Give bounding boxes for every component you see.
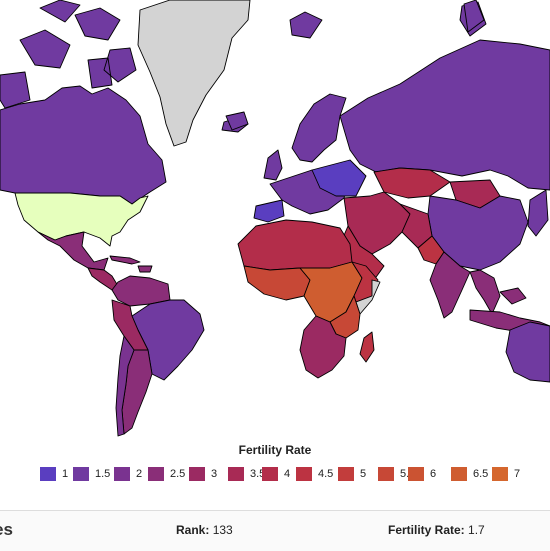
- region-mexico[interactable]: [37, 231, 109, 271]
- legend-item[interactable]: 1: [40, 466, 68, 482]
- region-japan-korea[interactable]: [527, 189, 549, 237]
- rank-info: Rank: 133: [176, 523, 233, 537]
- legend-item[interactable]: 7: [492, 466, 520, 482]
- region-russia[interactable]: [339, 39, 550, 191]
- legend-label: 2: [136, 468, 143, 480]
- region-canada[interactable]: [0, 85, 167, 205]
- legend-item[interactable]: 5: [338, 466, 366, 482]
- legend-title: Fertility Rate: [238, 443, 312, 457]
- legend-item[interactable]: 2.5: [148, 466, 185, 482]
- country-name: es: [0, 520, 13, 539]
- legend-swatch: [492, 467, 508, 481]
- region-southeast-asia[interactable]: [469, 269, 501, 315]
- region-southern-africa[interactable]: [299, 315, 347, 379]
- region-chile[interactable]: [115, 335, 135, 437]
- legend-swatch: [40, 467, 56, 481]
- legend-label: 3.5: [250, 468, 266, 480]
- legend-label: 4.5: [318, 468, 334, 480]
- world-map: [0, 0, 550, 437]
- legend-item[interactable]: 3.5: [228, 466, 265, 482]
- legend-item[interactable]: 4.5: [296, 466, 333, 482]
- legend-swatch: [451, 467, 467, 481]
- region-west-africa[interactable]: [243, 265, 311, 301]
- region-uk[interactable]: [263, 149, 283, 181]
- legend-item[interactable]: 6.5: [451, 466, 488, 482]
- legend-label: 2.5: [170, 468, 186, 480]
- region-caribbean[interactable]: [109, 255, 153, 273]
- legend-label: 5: [360, 468, 367, 480]
- fertility-value: 1.7: [468, 523, 485, 537]
- legend-item[interactable]: 2: [114, 466, 142, 482]
- region-greenland[interactable]: [137, 0, 251, 147]
- legend-swatch: [378, 467, 394, 481]
- region-scandinavia[interactable]: [291, 93, 347, 163]
- legend-label: 6.5: [473, 468, 489, 480]
- legend: 11.522.533.544.555.566.57: [40, 466, 550, 482]
- legend-label: 1.5: [95, 468, 111, 480]
- region-svalbard[interactable]: [289, 1, 487, 39]
- region-australia[interactable]: [505, 321, 550, 383]
- legend-label: 4: [284, 468, 291, 480]
- legend-swatch: [408, 467, 424, 481]
- region-iberia[interactable]: [253, 199, 285, 223]
- legend-swatch: [296, 467, 312, 481]
- legend-label: 1: [62, 468, 69, 480]
- legend-label: 7: [514, 468, 521, 480]
- region-kazakhstan[interactable]: [373, 167, 451, 199]
- legend-swatch: [73, 467, 89, 481]
- legend-swatch: [262, 467, 278, 481]
- region-eastern-europe[interactable]: [311, 159, 367, 197]
- info-bar: es Rank: 133 Fertility Rate: 1.7: [0, 510, 550, 551]
- legend-item[interactable]: 1.5: [73, 466, 110, 482]
- legend-label: 3: [211, 468, 218, 480]
- legend-swatch: [114, 467, 130, 481]
- fertility-info: Fertility Rate: 1.7: [388, 523, 485, 537]
- legend-swatch: [148, 467, 164, 481]
- region-india[interactable]: [429, 251, 471, 319]
- region-central-america[interactable]: [87, 267, 119, 291]
- legend-label: 6: [430, 468, 437, 480]
- legend-item[interactable]: 4: [262, 466, 290, 482]
- region-colombia-venezuela[interactable]: [111, 275, 171, 307]
- legend-item[interactable]: 6: [408, 466, 436, 482]
- legend-swatch: [189, 467, 205, 481]
- rank-label: Rank:: [176, 523, 210, 537]
- region-small-islands[interactable]: [225, 0, 485, 131]
- legend-item[interactable]: 3: [189, 466, 217, 482]
- fertility-label: Fertility Rate:: [388, 523, 465, 537]
- region-north-africa[interactable]: [237, 219, 353, 271]
- legend-swatch: [338, 467, 354, 481]
- rank-value: 133: [212, 523, 233, 537]
- region-arctic-islands[interactable]: [0, 0, 137, 109]
- legend-swatch: [228, 467, 244, 481]
- region-madagascar[interactable]: [359, 331, 375, 363]
